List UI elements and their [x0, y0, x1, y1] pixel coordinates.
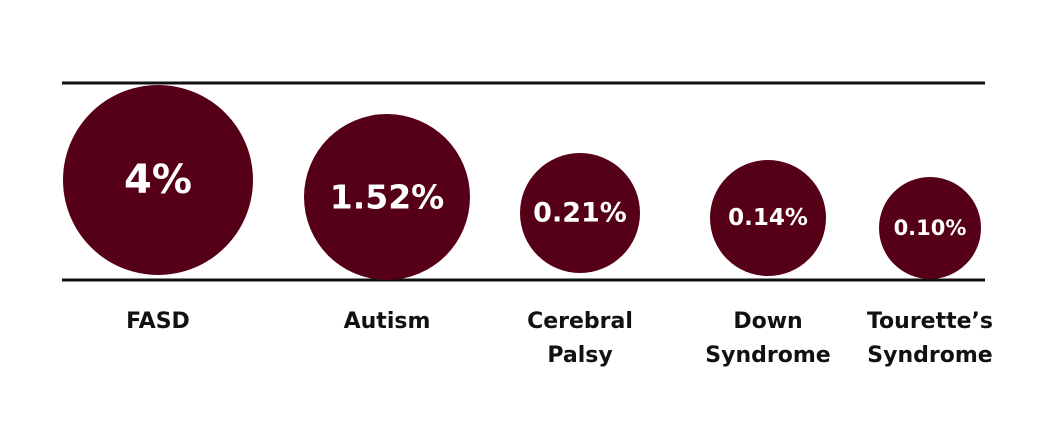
value-label: 4%	[124, 157, 192, 203]
bubble	[710, 160, 826, 276]
category-label: Down Syndrome	[705, 309, 831, 368]
bubble	[879, 177, 981, 279]
bubble	[63, 85, 253, 275]
category-label: Autism	[343, 309, 431, 334]
category-label: Cerebral Palsy	[527, 309, 633, 368]
bubble	[520, 153, 640, 273]
bubble	[304, 114, 470, 280]
value-label: 0.14%	[728, 205, 808, 231]
category-label: Tourette’s Syndrome	[866, 309, 994, 368]
value-label: 0.10%	[894, 216, 967, 240]
value-label: 0.21%	[533, 198, 627, 229]
value-label: 1.52%	[330, 178, 445, 217]
category-label: FASD	[126, 309, 190, 334]
